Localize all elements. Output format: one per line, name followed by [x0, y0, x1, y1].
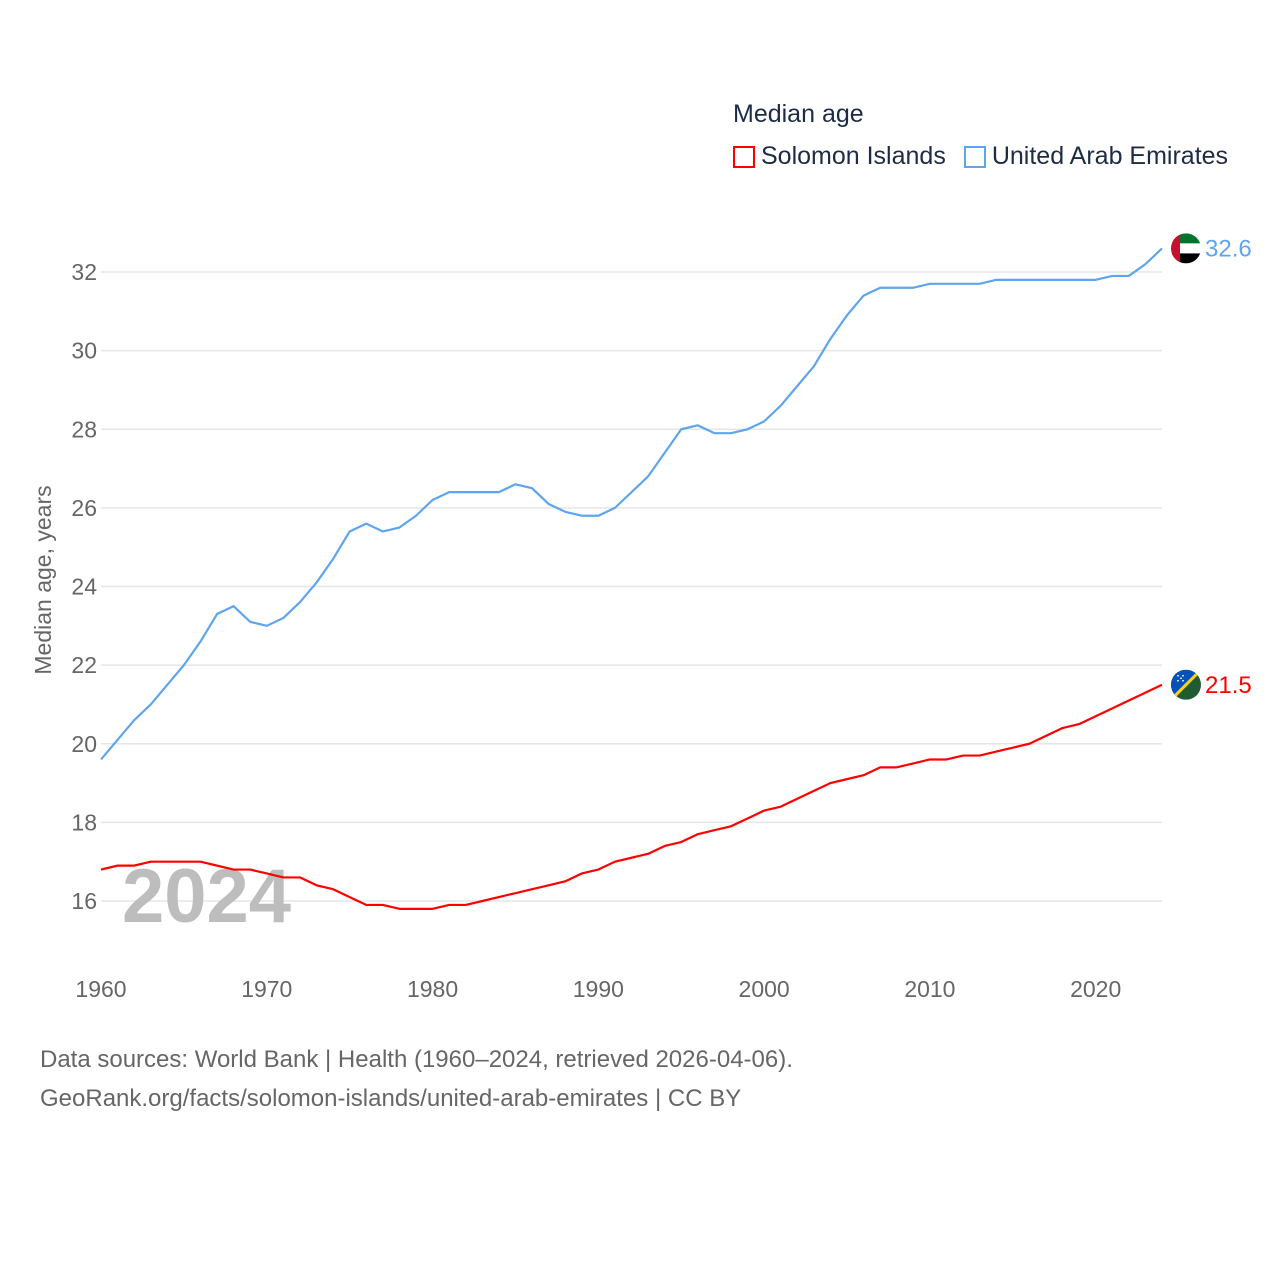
flag-stripe — [1171, 243, 1201, 254]
y-tick-label: 16 — [71, 888, 97, 914]
x-tick-label: 2010 — [904, 976, 955, 1002]
flag-star — [1180, 677, 1182, 680]
x-tick-label: 2000 — [739, 976, 790, 1002]
y-tick-label: 24 — [71, 574, 97, 600]
flag-star — [1182, 674, 1184, 677]
legend-title: Median age — [733, 100, 864, 128]
x-tick-label: 1960 — [75, 976, 126, 1002]
y-tick-label: 22 — [71, 652, 97, 678]
legend-label: United Arab Emirates — [991, 142, 1229, 170]
flag-icon-united-arab-emirates — [1171, 233, 1201, 264]
year-watermark: 2024 — [122, 854, 291, 939]
end-value-label: 21.5 — [1205, 672, 1252, 699]
flag-stripe — [1171, 233, 1201, 244]
end-markers: 21.5 32.6 — [1171, 233, 1252, 700]
y-tick-label: 26 — [71, 495, 97, 521]
legend-item-solomon-islands[interactable]: Solomon Islands — [733, 142, 946, 171]
footer-link[interactable]: GeoRank.org/facts/solomon-islands/united… — [40, 1085, 742, 1112]
flag-stripe — [1171, 233, 1180, 264]
flag-stripe — [1171, 253, 1201, 264]
x-tick-label: 1990 — [573, 976, 624, 1002]
y-tick-label: 20 — [71, 731, 97, 757]
gridlines — [101, 271, 1162, 902]
flag-body — [1171, 669, 1201, 700]
flag-star — [1177, 679, 1179, 682]
y-tick-label: 32 — [71, 259, 97, 285]
series-line-solomon-islands — [100, 683, 1163, 910]
legend-swatch — [963, 145, 986, 168]
footer-sources: Data sources: World Bank | Health (1960–… — [40, 1046, 793, 1073]
legend-item-united-arab-emirates[interactable]: United Arab Emirates — [963, 142, 1229, 171]
legend-swatch — [733, 145, 755, 168]
x-tick-label: 2020 — [1070, 976, 1121, 1002]
flag-body — [1171, 233, 1201, 264]
y-tick-label: 30 — [71, 338, 97, 364]
x-tick-label: 1980 — [407, 976, 458, 1002]
y-tick-label: 28 — [71, 416, 97, 442]
y-tick-labels: 16 18 20 22 24 26 28 30 32 — [71, 259, 97, 914]
flag-icon-solomon-islands — [1171, 669, 1201, 700]
legend-label: Solomon Islands — [761, 142, 946, 170]
flag-star — [1182, 679, 1184, 682]
series-line-united-arab-emirates — [100, 247, 1163, 761]
y-tick-label: 18 — [71, 809, 97, 835]
series-lines — [100, 247, 1163, 910]
x-tick-label: 1970 — [241, 976, 292, 1002]
y-axis-label: Median age, years — [30, 485, 56, 674]
legend: Solomon Islands United Arab Emirates — [733, 142, 1228, 171]
x-tick-labels: 1960 1970 1980 1990 2000 2010 2020 — [75, 976, 1121, 1002]
end-value-label: 32.6 — [1205, 235, 1252, 262]
flag-star — [1177, 674, 1179, 677]
flag-stripe — [1171, 669, 1201, 700]
